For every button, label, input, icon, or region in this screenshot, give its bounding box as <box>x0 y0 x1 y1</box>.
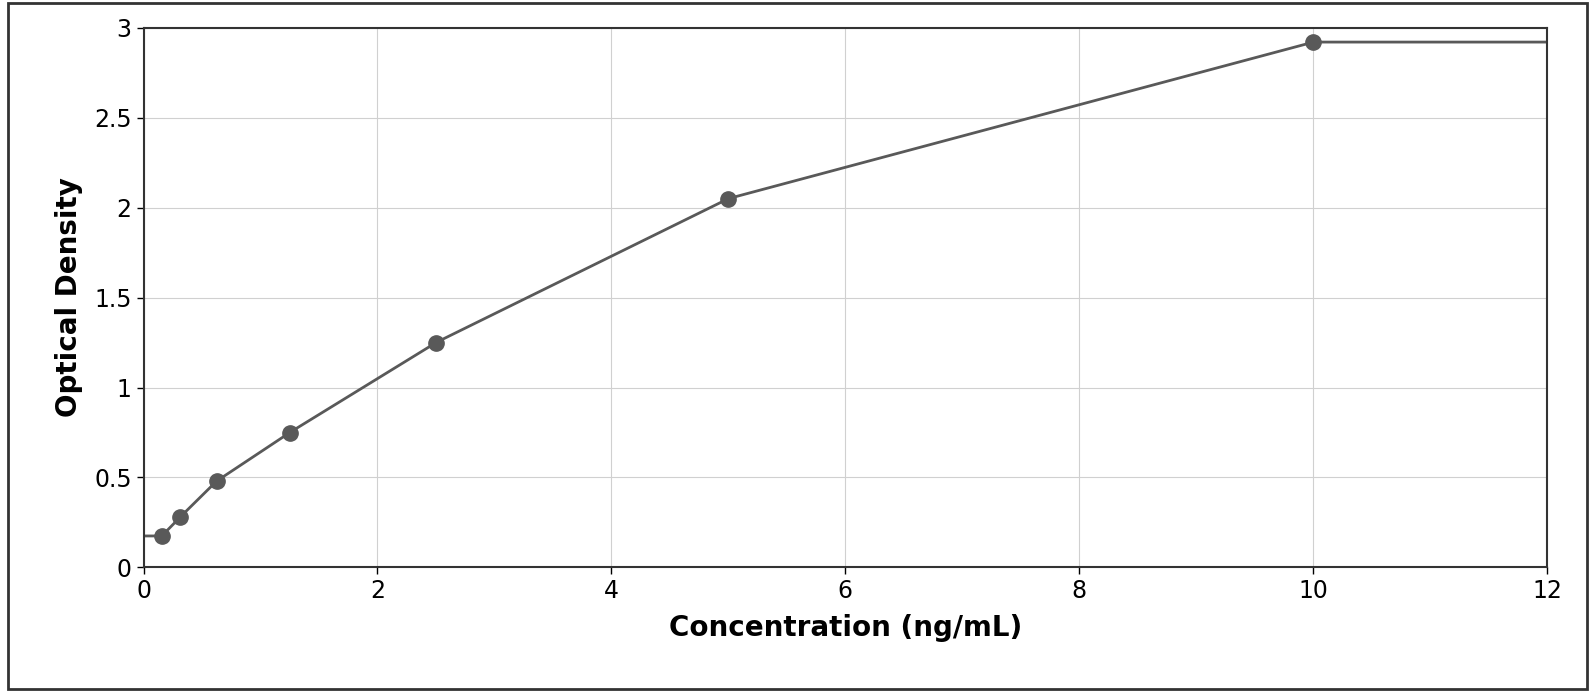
Y-axis label: Optical Density: Optical Density <box>54 178 83 417</box>
Point <box>148 531 174 542</box>
X-axis label: Concentration (ng/mL): Concentration (ng/mL) <box>668 614 1022 642</box>
Point <box>423 337 448 348</box>
Point <box>278 427 303 438</box>
Point <box>167 511 193 522</box>
Point <box>1300 37 1325 48</box>
Point <box>716 193 742 204</box>
Point <box>204 475 230 486</box>
